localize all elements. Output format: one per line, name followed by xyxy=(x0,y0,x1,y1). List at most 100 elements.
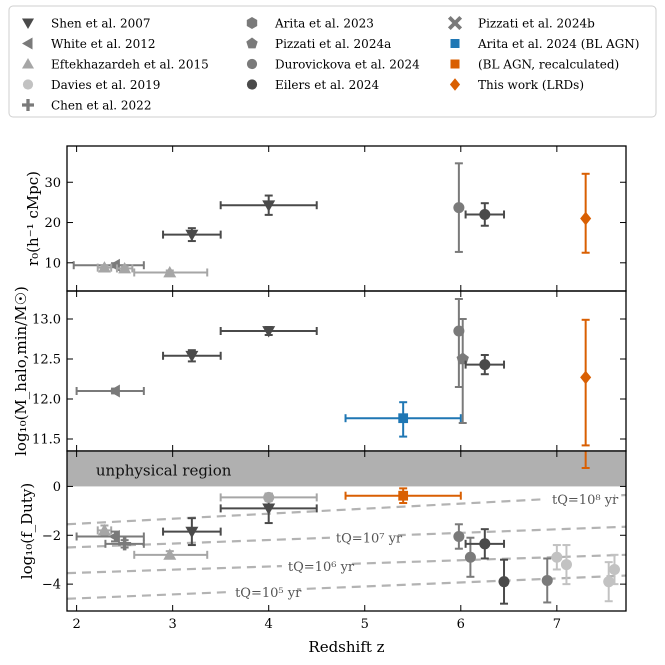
x-ticks xyxy=(76,451,558,611)
data-point-eilers-et-al-2024 xyxy=(464,202,506,227)
legend-marker-pizzati-et-al-2024a xyxy=(246,37,258,49)
marker-shen-et-al-2007 xyxy=(185,350,199,363)
data-point-davies-et-al-2019 xyxy=(551,544,563,571)
data-point-arita-et-al-2023 xyxy=(453,162,465,253)
x-axis-label: Redshift z xyxy=(308,638,384,656)
data-point-chen-et-al-2022 xyxy=(104,537,145,551)
data-point-eftekhazardeh-et-al-2015 xyxy=(133,265,209,278)
legend-item-durovickova-et-al-2024: Durovickova et al. 2024 xyxy=(246,58,420,72)
marker-eilers-et-al-2024 xyxy=(479,538,491,550)
y-tick-label: 20 xyxy=(44,216,61,231)
legend-item-arita-et-al-2024-bl-agn: Arita et al. 2024 (BL AGN) xyxy=(450,37,639,51)
unphysical-region-band xyxy=(67,451,626,487)
marker-chen-et-al-2022 xyxy=(118,537,132,551)
y-tick-label: −2 xyxy=(42,529,61,544)
legend-item-davies-et-al-2019: Davies et al. 2019 xyxy=(22,78,160,92)
data-point-this-work-lrds xyxy=(580,172,592,254)
legend-label: Arita et al. 2024 (BL AGN) xyxy=(477,37,639,51)
legend-marker-eilers-et-al-2024 xyxy=(246,79,258,90)
marker-eftekhazardeh-et-al-2015 xyxy=(97,261,111,273)
data-point-shen-et-al-2007 xyxy=(162,517,222,547)
unphysical-region-label: unphysical region xyxy=(96,461,232,479)
marker-eftekhazardeh-et-al-2015 xyxy=(118,261,132,274)
y-axis-label-r0: r₀(h⁻¹ cMpc) xyxy=(24,171,42,266)
marker-davies-et-al-2019 xyxy=(608,563,620,575)
legend-marker-arita-et-al-2024-bl-agn xyxy=(450,39,460,48)
marker-durovickova-et-al-2024 xyxy=(541,574,553,586)
data-point-shen-et-al-2007 xyxy=(162,349,222,363)
legend-label: Chen et al. 2022 xyxy=(51,99,151,113)
marker-bl-agn-recalculated xyxy=(398,490,409,501)
curve-label: tQ=10⁵ yr xyxy=(235,586,302,601)
legend-marker-davies-et-al-2019 xyxy=(22,79,34,90)
y-ticks: −4 −2 0 xyxy=(42,480,626,593)
marker-eilers-et-al-2024 xyxy=(498,576,510,588)
data-point-eilers-et-al-2024 xyxy=(498,558,510,605)
marker-eftekhazardeh-et-al-2015 xyxy=(97,523,111,536)
legend-label: Durovickova et al. 2024 xyxy=(275,58,420,72)
legend-marker-arita-et-al-2023 xyxy=(246,17,258,29)
data-point-eilers-et-al-2024 xyxy=(464,354,506,376)
marker-arita-et-al-2024-bl-agn xyxy=(398,413,409,424)
legend-marker-shen-et-al-2007 xyxy=(22,18,34,29)
data-point-shen-et-al-2007 xyxy=(219,326,318,338)
legend-item-bl-agn-recalculated: (BL AGN, recalculated) xyxy=(450,58,619,72)
legend-item-pizzati-et-al-2024b: Pizzati et al. 2024b xyxy=(447,15,595,31)
legend-label: Eftekhazardeh et al. 2015 xyxy=(51,58,209,72)
marker-eftekhazardeh-et-al-2015 xyxy=(163,265,177,278)
legend-label: Eilers et al. 2024 xyxy=(275,78,380,92)
marker-arita-et-al-2023 xyxy=(453,325,465,337)
panel-frame xyxy=(66,290,627,452)
marker-this-work-lrds xyxy=(580,370,592,385)
marker-shen-et-al-2007 xyxy=(185,526,199,539)
y-tick-label: 0 xyxy=(53,480,61,495)
data-point-durovickova-et-al-2024 xyxy=(464,536,476,578)
legend-label: This work (LRDs) xyxy=(478,78,584,92)
legend-marker-bl-agn-recalculated xyxy=(450,59,460,69)
data-point-white-et-al-2012 xyxy=(75,529,145,543)
data-point-eftekhazardeh-et-al-2015 xyxy=(96,261,113,273)
data-point-bl-agn-recalculated xyxy=(344,487,462,505)
marker-shen-et-al-2007 xyxy=(262,503,276,515)
x-tick-label: 4 xyxy=(265,617,273,632)
marker-arita-et-al-2023 xyxy=(453,530,465,543)
legend-label: (BL AGN, recalculated) xyxy=(478,58,619,72)
y-tick-label: 10 xyxy=(44,256,61,271)
y-tick-label: 12.5 xyxy=(32,353,61,368)
y-ticks: 11.5 12.0 12.5 13.0 xyxy=(32,313,626,448)
curve-label-bg xyxy=(229,581,298,602)
data-point-eftekhazardeh-et-al-2015 xyxy=(96,523,113,537)
legend-marker-pizzati-et-al-2024b xyxy=(447,15,463,31)
data-point-eilers-et-al-2024 xyxy=(464,528,506,560)
legend-item-arita-et-al-2023: Arita et al. 2023 xyxy=(246,17,374,31)
data-point-shen-et-al-2007 xyxy=(219,194,318,216)
legend-marker-durovickova-et-al-2024 xyxy=(246,58,258,70)
x-tick-labels: 2 3 4 5 6 7 xyxy=(72,617,561,632)
curve-tq-10-yr xyxy=(67,574,626,600)
legend-frame xyxy=(8,5,657,118)
curve-label-bg xyxy=(546,488,615,509)
data-points xyxy=(75,298,592,447)
data-point-arita-et-al-2023 xyxy=(453,523,465,550)
data-point-this-work-lrds xyxy=(580,318,592,447)
legend-label: Davies et al. 2019 xyxy=(51,78,160,92)
y-tick-label: −4 xyxy=(42,578,61,593)
legend-label: White et al. 2012 xyxy=(51,37,156,51)
y-tick-label: 11.5 xyxy=(32,433,61,448)
legend-item-eilers-et-al-2024: Eilers et al. 2024 xyxy=(246,78,380,92)
y-tick-label: 13.0 xyxy=(32,313,61,328)
legend-label: Pizzati et al. 2024a xyxy=(275,37,391,51)
marker-this-work-lrds xyxy=(580,211,592,226)
marker-davies-et-al-2019 xyxy=(603,576,615,588)
data-point-davies-et-al-2019 xyxy=(560,544,572,586)
legend-marker-eftekhazardeh-et-al-2015 xyxy=(22,58,34,69)
marker-white-et-al-2012 xyxy=(108,384,120,398)
marker-white-et-al-2012 xyxy=(108,529,120,543)
y-ticks: 10 20 30 xyxy=(44,176,626,271)
legend-item-white-et-al-2012: White et al. 2012 xyxy=(22,37,156,51)
data-point-durovickova-et-al-2024 xyxy=(541,557,553,604)
